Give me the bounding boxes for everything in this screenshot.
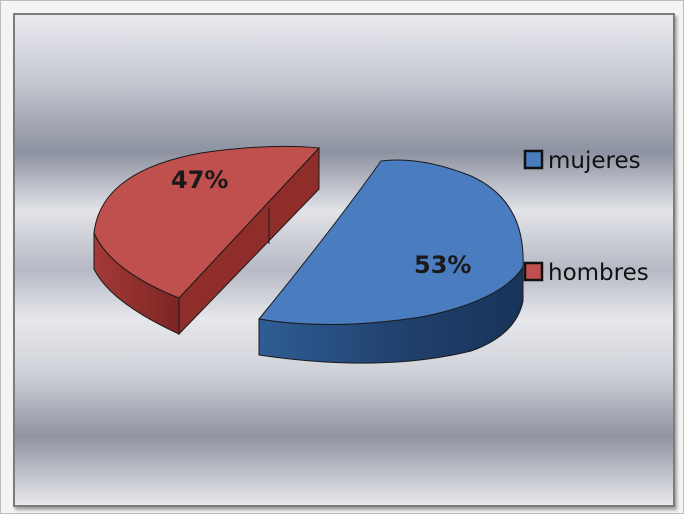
slice-mujeres-top (258, 159, 524, 326)
legend-item-mujeres[interactable]: mujeres (523, 148, 641, 174)
data-label-mujeres: 53% (414, 251, 471, 279)
legend-label-hombres: hombres (548, 260, 649, 286)
legend-label-mujeres: mujeres (548, 148, 641, 174)
data-label-hombres: 47% (171, 166, 228, 194)
legend-swatch-hombres (523, 261, 544, 282)
slice-hombres-top (93, 145, 321, 299)
legend: mujeres hombres (523, 148, 649, 286)
legend-swatch-mujeres (523, 149, 544, 170)
slice-hombres[interactable] (93, 145, 321, 336)
legend-item-hombres[interactable]: hombres (523, 260, 649, 286)
slice-mujeres[interactable] (258, 159, 524, 364)
